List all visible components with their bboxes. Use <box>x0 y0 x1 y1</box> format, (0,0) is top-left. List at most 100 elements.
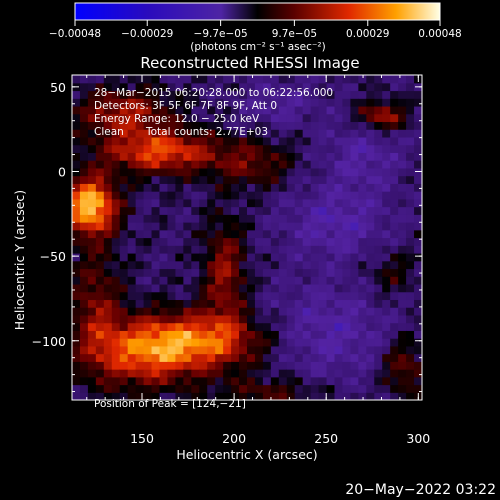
heatmap-cell <box>286 291 296 301</box>
heatmap-cell <box>278 369 288 378</box>
heatmap-cell <box>374 136 383 146</box>
heatmap-cell <box>167 322 176 331</box>
heatmap-cell <box>72 183 81 192</box>
heatmap-cell <box>358 105 367 115</box>
heatmap-cell <box>318 206 328 215</box>
heatmap-cell <box>223 299 232 308</box>
heatmap-cell <box>414 376 422 386</box>
heatmap-cell <box>247 183 256 192</box>
heatmap-cell <box>231 276 240 285</box>
heatmap-cell <box>111 353 121 362</box>
x-tick-label: 300 <box>406 431 430 446</box>
heatmap-cell <box>278 392 288 400</box>
heatmap-cell <box>286 136 296 146</box>
x-tick-label: 200 <box>222 431 246 446</box>
heatmap-cell <box>254 183 264 192</box>
heatmap-cell <box>334 291 344 301</box>
heatmap-cell <box>310 361 320 370</box>
heatmap-cell <box>326 113 336 123</box>
heatmap-cell <box>366 129 375 138</box>
heatmap-cell <box>191 291 200 301</box>
heatmap-cell <box>358 307 367 316</box>
heatmap-cell <box>239 291 248 301</box>
heatmap-cell <box>334 283 344 293</box>
heatmap-cell <box>231 353 240 362</box>
heatmap-cell <box>95 361 105 370</box>
heatmap-cell <box>207 160 216 169</box>
heatmap-cell <box>358 353 367 362</box>
heatmap-cell <box>159 392 169 400</box>
heatmap-cell <box>143 229 153 239</box>
heatmap-cell <box>103 322 113 331</box>
heatmap-cell <box>191 191 200 200</box>
heatmap-cell <box>358 322 367 331</box>
x-tick-label: 150 <box>130 431 154 446</box>
heatmap-cell <box>318 369 328 378</box>
heatmap-cell <box>239 175 248 184</box>
heatmap-cell <box>342 98 351 107</box>
heatmap-cell <box>223 237 232 246</box>
heatmap-cell <box>175 175 184 184</box>
heatmap-cell <box>127 206 137 215</box>
heatmap-cell <box>366 276 375 285</box>
heatmap-cell <box>95 129 105 138</box>
heatmap-cell <box>239 206 248 215</box>
heatmap-cell <box>326 206 336 215</box>
heatmap-cell <box>414 384 422 393</box>
heatmap-cell <box>390 369 399 378</box>
heatmap-cell <box>207 144 216 153</box>
heatmap-cell <box>414 353 422 362</box>
heatmap-cell <box>127 136 137 146</box>
heatmap-cell <box>79 369 89 378</box>
colorbar-tick-label: −9.7e−05 <box>194 28 248 40</box>
heatmap-cell <box>135 369 145 378</box>
heatmap-cell <box>183 299 192 308</box>
heatmap-cell <box>199 260 208 270</box>
heatmap-cell <box>95 268 105 277</box>
heatmap-cell <box>350 384 359 393</box>
heatmap-cell <box>215 291 224 301</box>
heatmap-cell <box>223 206 232 215</box>
heatmap-cell <box>207 75 216 84</box>
heatmap-cell <box>326 322 336 331</box>
heatmap-cell <box>247 245 256 254</box>
heatmap-cell <box>119 175 129 184</box>
heatmap-cell <box>247 330 256 339</box>
heatmap-cell <box>270 338 280 347</box>
heatmap-cell <box>326 90 336 99</box>
heatmap-cell <box>262 392 272 400</box>
heatmap-cell <box>406 214 415 223</box>
heatmap-cell <box>334 105 344 115</box>
heatmap-cell <box>72 276 81 285</box>
heatmap-cell <box>239 237 248 246</box>
heatmap-cell <box>286 167 296 177</box>
heatmap-cell <box>199 376 208 386</box>
heatmap-cell <box>72 268 81 277</box>
heatmap-cell <box>310 183 320 192</box>
heatmap-cell <box>278 314 288 324</box>
heatmap-cell <box>294 198 304 208</box>
heatmap-cell <box>254 307 264 316</box>
heatmap-cell <box>72 322 81 331</box>
heatmap-cell <box>326 144 336 153</box>
heatmap-cell <box>231 98 240 107</box>
heatmap-cell <box>143 330 153 339</box>
heatmap-cell <box>151 113 161 123</box>
heatmap-cell <box>270 252 280 262</box>
heatmap-cell <box>79 167 89 177</box>
heatmap-cell <box>270 113 280 123</box>
heatmap-cell <box>382 330 391 339</box>
heatmap-cell <box>414 338 422 347</box>
heatmap-cell <box>135 121 145 130</box>
heatmap-cell <box>278 175 288 184</box>
heatmap-cell <box>175 384 184 393</box>
heatmap-cell <box>143 291 153 301</box>
heatmap-cell <box>191 322 200 331</box>
heatmap-cell <box>183 98 192 107</box>
heatmap-cell <box>199 291 208 301</box>
heatmap-cell <box>119 198 129 208</box>
heatmap-cell <box>223 167 232 177</box>
heatmap-cell <box>366 369 375 378</box>
heatmap-cell <box>175 136 184 146</box>
